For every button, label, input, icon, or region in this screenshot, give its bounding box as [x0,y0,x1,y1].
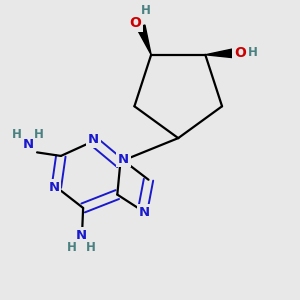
Polygon shape [136,25,151,55]
Text: H: H [86,241,96,254]
Text: H: H [34,128,44,141]
Text: N: N [118,153,129,166]
Text: H: H [248,46,258,59]
Text: H: H [67,241,77,254]
Text: O: O [234,46,246,60]
Polygon shape [205,49,234,58]
Text: N: N [88,133,99,146]
Text: N: N [76,229,87,242]
Text: N: N [48,181,60,194]
Text: N: N [139,206,150,219]
Text: N: N [22,138,34,151]
Text: H: H [141,4,151,17]
Text: O: O [130,16,141,30]
Text: H: H [12,128,22,141]
